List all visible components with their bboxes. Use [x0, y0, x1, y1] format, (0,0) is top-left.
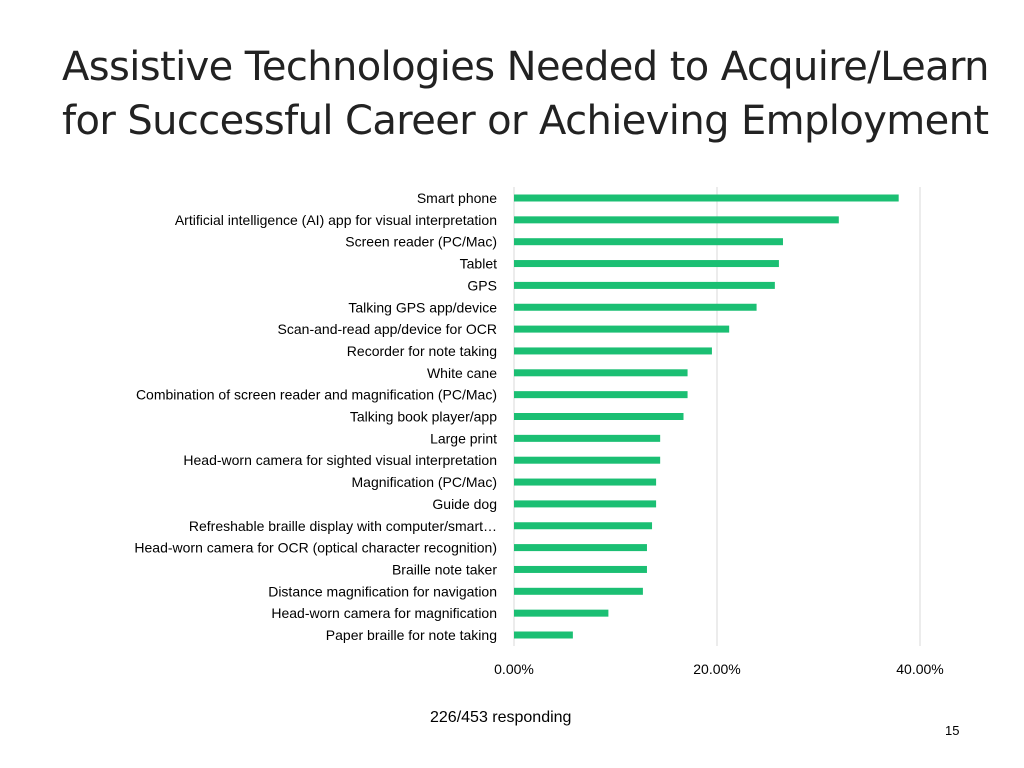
- bar-chart: Smart phone Artificial intelligence (AI) …: [134, 187, 944, 677]
- category-label: Recorder for note taking: [347, 343, 497, 359]
- slide-title-line-2: for Successful Career or Achieving Emplo…: [62, 98, 989, 144]
- category-label: GPS: [467, 277, 497, 293]
- bar: [514, 260, 779, 268]
- bar: [514, 587, 643, 595]
- bar: [514, 194, 899, 202]
- category-label: Screen reader (PC/Mac): [345, 234, 497, 250]
- respondents-footnote: 226/453 responding: [430, 709, 572, 726]
- bar: [514, 238, 783, 246]
- bar: [514, 631, 573, 639]
- bar: [514, 434, 661, 442]
- x-tick-label: 0.00%: [494, 661, 534, 677]
- bar: [514, 478, 657, 486]
- slide-title-line-1: Assistive Technologies Needed to Acquire…: [62, 44, 990, 90]
- bar: [514, 347, 712, 355]
- bar: [514, 522, 653, 530]
- category-label: Smart phone: [417, 190, 497, 206]
- category-label: White cane: [427, 365, 497, 381]
- category-label: Magnification (PC/Mac): [352, 474, 498, 490]
- category-label: Talking GPS app/device: [348, 299, 497, 315]
- category-label: Braille note taker: [392, 561, 497, 577]
- category-label: Large print: [430, 430, 497, 446]
- category-label: Head-worn camera for sighted visual inte…: [183, 452, 497, 468]
- bar: [514, 609, 609, 617]
- category-label: Paper braille for note taking: [326, 627, 497, 643]
- category-label: Head-worn camera for OCR (optical charac…: [134, 540, 497, 556]
- category-label: Refreshable braille display with compute…: [189, 518, 497, 534]
- bar: [514, 391, 688, 399]
- bar: [514, 303, 757, 311]
- bar: [514, 325, 730, 333]
- bar: [514, 413, 684, 420]
- bar: [514, 500, 657, 508]
- page-number: 15: [945, 723, 960, 738]
- category-label: Talking book player/app: [350, 409, 497, 425]
- bar: [514, 369, 688, 377]
- category-label: Head-worn camera for magnification: [271, 605, 497, 621]
- slide-title: Assistive Technologies Needed to Acquire…: [62, 40, 992, 148]
- x-tick-label: 20.00%: [693, 661, 740, 677]
- category-label: Combination of screen reader and magnifi…: [136, 387, 497, 403]
- category-label: Tablet: [460, 256, 497, 272]
- bar: [514, 456, 661, 464]
- bar: [514, 281, 775, 289]
- x-tick-label: 40.00%: [896, 661, 943, 677]
- bar: [514, 216, 839, 224]
- bar: [514, 565, 647, 573]
- category-label: Guide dog: [432, 496, 497, 512]
- category-label: Scan-and-read app/device for OCR: [278, 321, 497, 337]
- bar: [514, 544, 647, 552]
- category-label: Distance magnification for navigation: [268, 583, 497, 599]
- category-label: Artificial intelligence (AI) app for vis…: [175, 212, 497, 228]
